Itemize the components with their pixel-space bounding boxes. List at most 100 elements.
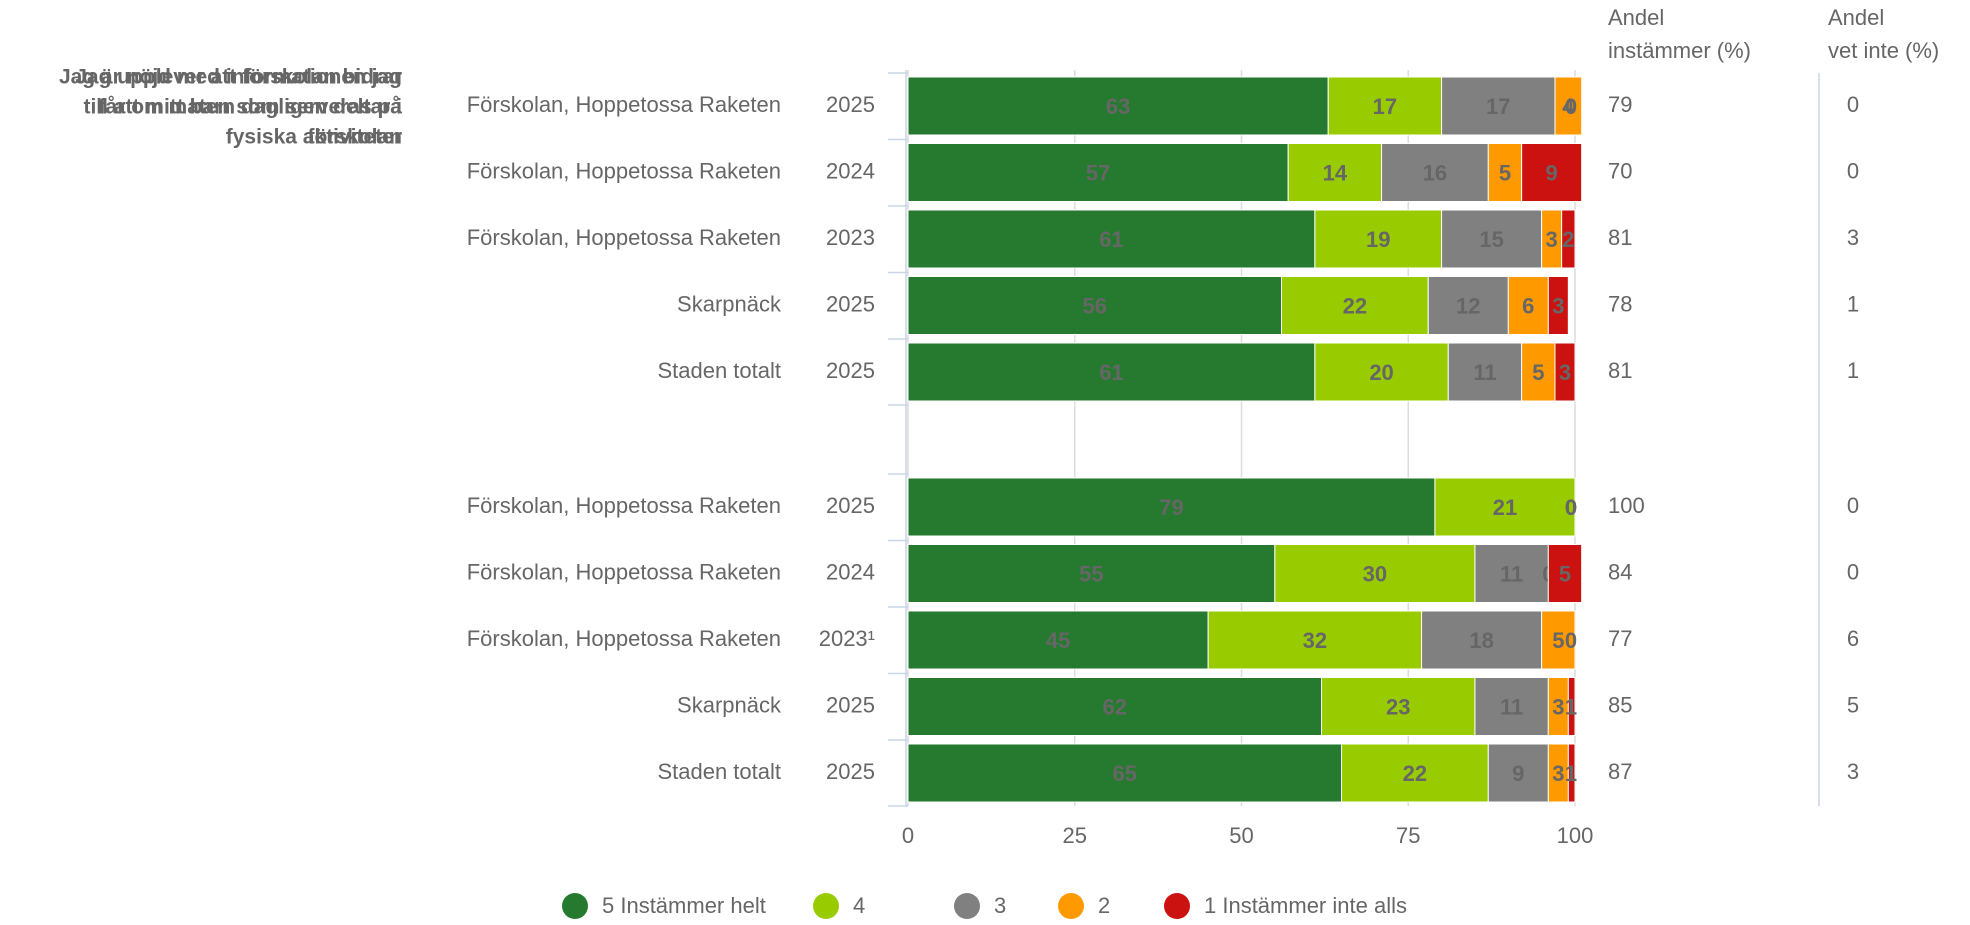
bar-label: 45 bbox=[1046, 628, 1070, 653]
bar-label: 17 bbox=[1486, 94, 1510, 119]
row-year: 2023¹ bbox=[819, 626, 875, 651]
column-value: 100 bbox=[1608, 493, 1645, 518]
column-header: Andel bbox=[1608, 5, 1664, 30]
column-header: Andel bbox=[1828, 5, 1884, 30]
row-name: Förskolan, Hoppetossa Raketen bbox=[467, 559, 781, 584]
bar-label: 5 bbox=[1499, 160, 1511, 185]
bar-label: 30 bbox=[1363, 561, 1387, 586]
bar-segment bbox=[907, 76, 1329, 136]
bar-label: 14 bbox=[1323, 160, 1348, 185]
bar-segment bbox=[1474, 677, 1549, 736]
bar-segment bbox=[1521, 342, 1556, 402]
row-name: Staden totalt bbox=[657, 759, 781, 784]
bar-label: 19 bbox=[1366, 227, 1390, 252]
column-value: 1 bbox=[1847, 358, 1859, 383]
bar-label: 3 bbox=[1552, 694, 1564, 719]
bar-label: 3 bbox=[1552, 761, 1564, 786]
bar-label: 1 bbox=[1565, 694, 1577, 719]
row-name: Förskolan, Hoppetossa Raketen bbox=[467, 626, 781, 651]
column-value: 70 bbox=[1608, 158, 1632, 183]
bar-label: 5 bbox=[1552, 628, 1564, 653]
legend-marker bbox=[1164, 893, 1190, 919]
bar-segment bbox=[907, 610, 1209, 670]
row-name: Staden totalt bbox=[657, 358, 781, 383]
bar-label: 0 bbox=[1565, 94, 1577, 119]
bar-segment bbox=[1207, 610, 1423, 670]
bar-segment bbox=[907, 276, 1283, 335]
x-tick-label: 50 bbox=[1229, 823, 1253, 848]
row-name: Förskolan, Hoppetossa Raketen bbox=[467, 92, 781, 117]
bar-segment bbox=[907, 477, 1436, 537]
row-year: 2025 bbox=[826, 692, 875, 717]
bar-label: 22 bbox=[1403, 761, 1427, 786]
legend-label: 3 bbox=[994, 893, 1006, 918]
bar-segment bbox=[1567, 743, 1576, 803]
bar-segment bbox=[1314, 342, 1449, 402]
bar-segment bbox=[1554, 76, 1583, 136]
bar-label: 18 bbox=[1469, 628, 1493, 653]
bar-label: 55 bbox=[1079, 561, 1103, 586]
bar-label: 65 bbox=[1113, 761, 1137, 786]
bar-segment bbox=[1547, 276, 1569, 335]
column-value: 0 bbox=[1847, 92, 1859, 117]
bar-segment bbox=[907, 209, 1316, 269]
bar-segment bbox=[1561, 209, 1576, 269]
bar-segment bbox=[907, 342, 1316, 402]
row-year: 2025 bbox=[826, 358, 875, 383]
row-year: 2025 bbox=[826, 759, 875, 784]
legend-marker bbox=[1058, 893, 1084, 919]
question-label: till att mitt barn dagligen deltar i bbox=[83, 96, 402, 119]
bar-segment bbox=[1314, 209, 1443, 269]
bar-label: 12 bbox=[1456, 293, 1480, 318]
column-value: 81 bbox=[1608, 225, 1632, 250]
bar-segment bbox=[1547, 544, 1583, 603]
column-value: 87 bbox=[1608, 759, 1632, 784]
bar-label: 9 bbox=[1512, 761, 1524, 786]
bar-segment bbox=[1274, 544, 1476, 603]
bar-label: 5 bbox=[1559, 561, 1571, 586]
bar-label: 79 bbox=[1159, 495, 1183, 520]
question-label: förskolan bbox=[307, 126, 402, 149]
x-tick-label: 100 bbox=[1557, 823, 1594, 848]
row-name: Förskolan, Hoppetossa Raketen bbox=[467, 493, 781, 518]
bar-segment bbox=[1554, 342, 1576, 402]
bar-label: 1 bbox=[1565, 761, 1577, 786]
row-name: Förskolan, Hoppetossa Raketen bbox=[467, 225, 781, 250]
bar-label: 22 bbox=[1343, 293, 1367, 318]
question-label: får om maten som serveras på bbox=[99, 96, 403, 119]
column-header: instämmer (%) bbox=[1608, 38, 1751, 63]
question-label: fysiska aktiviteter bbox=[226, 126, 402, 149]
bar-segment bbox=[1341, 743, 1489, 803]
bar-label: 11 bbox=[1473, 360, 1496, 385]
row-name: Skarpnäck bbox=[677, 291, 782, 316]
question-label: Jag är nöjd med informationen jag bbox=[59, 66, 402, 89]
bar-label: 4 bbox=[1562, 94, 1575, 119]
bar-segment bbox=[1441, 209, 1543, 269]
row-name: Skarpnäck bbox=[677, 692, 782, 717]
row-year: 2025 bbox=[826, 92, 875, 117]
column-value: 1 bbox=[1847, 291, 1859, 316]
row-year: 2023 bbox=[826, 225, 875, 250]
column-value: 6 bbox=[1847, 626, 1859, 651]
legend-label: 4 bbox=[853, 893, 865, 918]
row-name: Förskolan, Hoppetossa Raketen bbox=[467, 158, 781, 183]
bar-label: 5 bbox=[1532, 360, 1544, 385]
bar-label: 3 bbox=[1552, 293, 1564, 318]
bar-segment bbox=[907, 743, 1343, 803]
column-value: 84 bbox=[1608, 559, 1632, 584]
column-value: 0 bbox=[1847, 158, 1859, 183]
legend-marker bbox=[813, 893, 839, 919]
legend-label: 1 Instämmer inte alls bbox=[1204, 893, 1407, 918]
legend-marker bbox=[954, 893, 980, 919]
row-year: 2024 bbox=[826, 158, 875, 183]
bar-segment bbox=[1521, 143, 1583, 202]
row-year: 2024 bbox=[826, 559, 875, 584]
bar-label: 16 bbox=[1423, 160, 1447, 185]
bar-segment bbox=[1321, 677, 1476, 736]
bar-label: 0 bbox=[1565, 495, 1577, 520]
bar-label: 0 bbox=[1565, 495, 1577, 520]
bar-label: 9 bbox=[1546, 160, 1558, 185]
column-value: 79 bbox=[1608, 92, 1632, 117]
question-label: Jag upplever att förskolan bidrar bbox=[75, 66, 402, 89]
